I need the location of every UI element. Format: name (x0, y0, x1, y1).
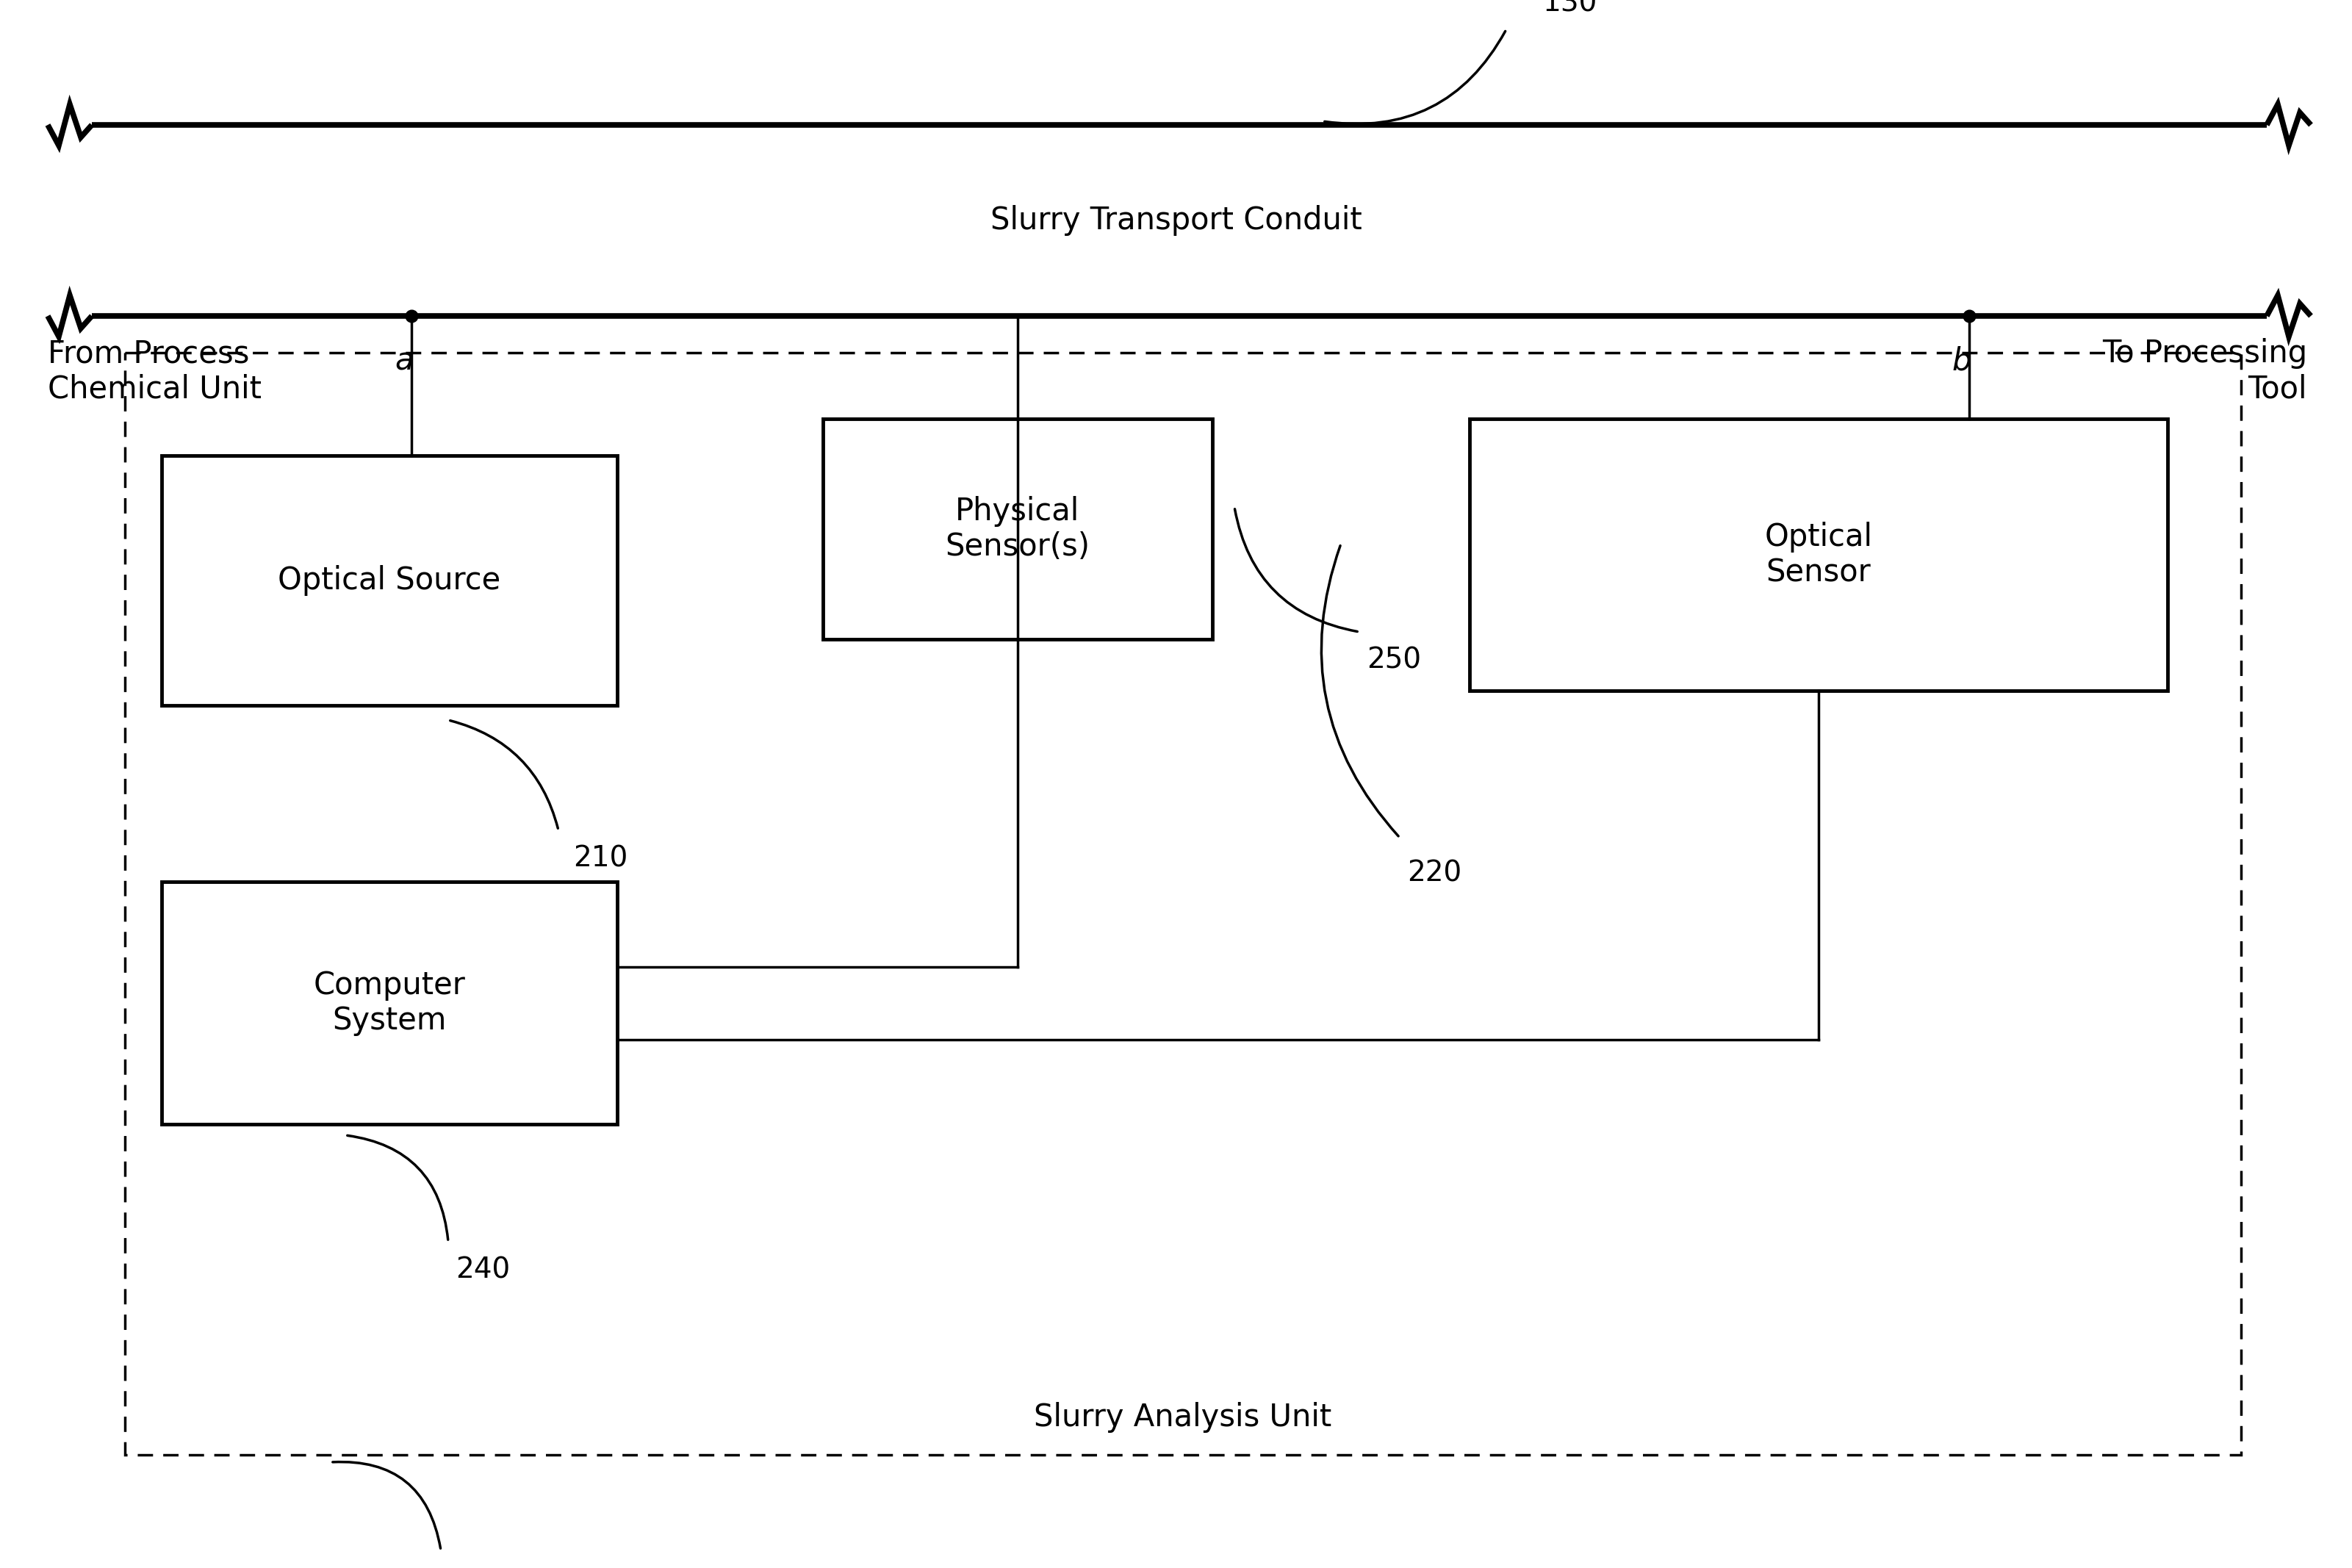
Text: To Processing
Tool: To Processing Tool (2103, 339, 2307, 405)
Text: Optical Source: Optical Source (278, 564, 501, 596)
Text: 210: 210 (574, 845, 628, 873)
Text: 130: 130 (1543, 0, 1597, 17)
Text: Physical
Sensor(s): Physical Sensor(s) (946, 495, 1089, 563)
Text: Slurry Analysis Unit: Slurry Analysis Unit (1035, 1402, 1331, 1433)
Text: 240: 240 (456, 1256, 510, 1284)
Text: b: b (1952, 345, 1971, 376)
Text: 220: 220 (1406, 859, 1461, 887)
Text: Slurry Transport Conduit: Slurry Transport Conduit (990, 205, 1362, 235)
Text: Optical
Sensor: Optical Sensor (1764, 522, 1872, 588)
Text: 250: 250 (1367, 646, 1421, 674)
Text: Computer
System: Computer System (313, 969, 466, 1036)
Text: a: a (395, 345, 414, 376)
Text: From Process
Chemical Unit: From Process Chemical Unit (47, 339, 261, 405)
